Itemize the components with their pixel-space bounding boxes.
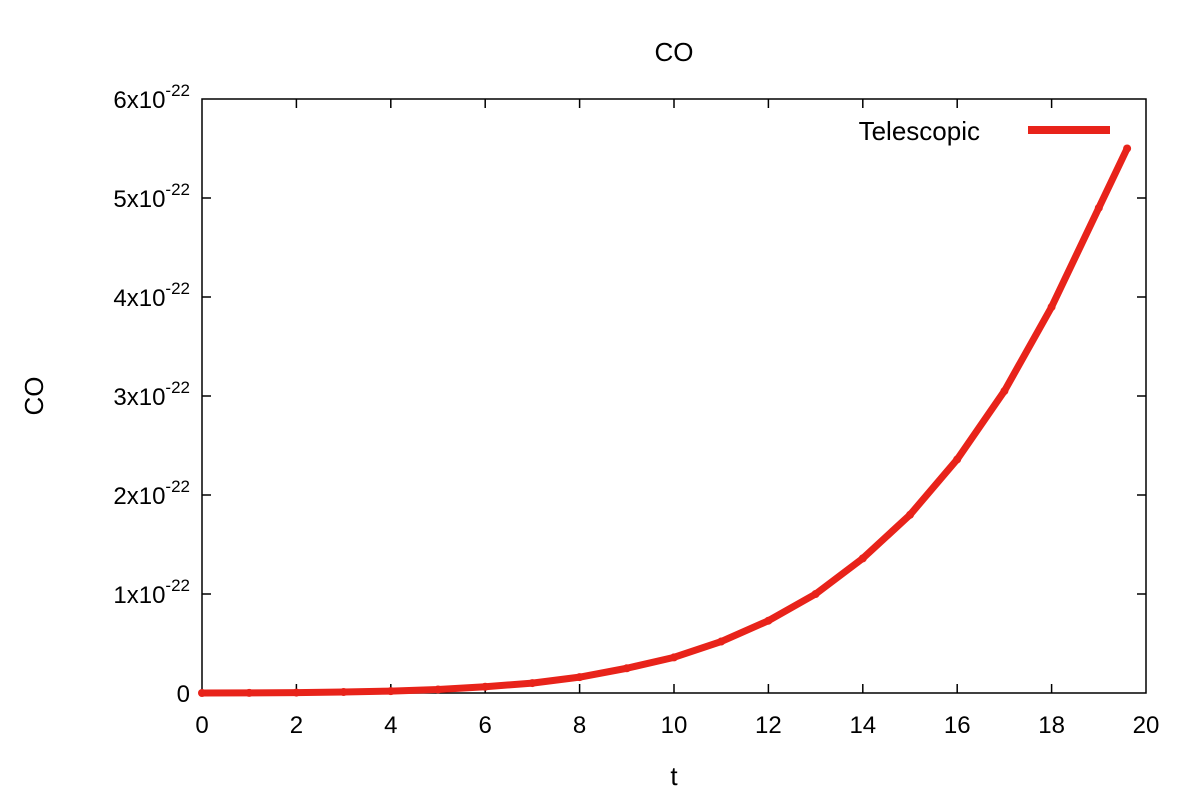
y-tick-base: x10 bbox=[127, 582, 166, 609]
data-point bbox=[764, 616, 773, 625]
y-tick-mantissa: 4 bbox=[113, 285, 126, 312]
y-tick-exponent: -22 bbox=[165, 279, 190, 298]
y-tick-exponent: -22 bbox=[165, 576, 190, 595]
x-axis-label: t bbox=[670, 761, 678, 791]
data-point bbox=[858, 554, 867, 563]
x-tick-label: 16 bbox=[944, 712, 971, 739]
data-point bbox=[386, 687, 395, 696]
y-tick-label: 5x10-22 bbox=[113, 180, 190, 213]
x-tick-label: 2 bbox=[290, 712, 303, 739]
y-tick-label: 3x10-22 bbox=[113, 378, 190, 411]
y-tick-base: x10 bbox=[127, 483, 166, 510]
y-axis-label: CO bbox=[19, 377, 49, 416]
data-point bbox=[434, 685, 442, 694]
data-point bbox=[1123, 144, 1132, 153]
y-tick-base: x10 bbox=[127, 87, 166, 114]
chart-title: CO bbox=[655, 37, 694, 67]
series-layer bbox=[198, 144, 1132, 697]
data-point bbox=[811, 590, 820, 598]
data-point bbox=[245, 688, 254, 697]
x-tick-label: 0 bbox=[195, 712, 208, 739]
data-point bbox=[906, 510, 914, 519]
y-tick-exponent: -22 bbox=[165, 378, 190, 397]
y-tick-exponent: -22 bbox=[165, 180, 190, 199]
data-point bbox=[481, 682, 490, 691]
legend-label: Telescopic bbox=[859, 116, 980, 146]
y-tick-exponent: -22 bbox=[165, 81, 190, 100]
y-tick-label: 0 bbox=[177, 681, 190, 708]
y-tick-label: 4x10-22 bbox=[113, 279, 190, 312]
data-point bbox=[717, 637, 726, 646]
y-tick-mantissa: 3 bbox=[113, 384, 126, 411]
y-tick-mantissa: 1 bbox=[113, 582, 126, 609]
data-point bbox=[1047, 302, 1056, 311]
x-axis: 0 2 4 6 8 10 12 14 16 18 20 bbox=[195, 99, 1159, 739]
y-tick-exponent: -22 bbox=[165, 477, 190, 496]
data-point bbox=[1000, 387, 1009, 396]
data-point bbox=[622, 664, 631, 673]
y-tick-label: 1x10-22 bbox=[113, 576, 190, 609]
y-axis: 01x10-222x10-223x10-224x10-225x10-226x10… bbox=[113, 81, 1146, 708]
y-tick-mantissa: 6 bbox=[113, 87, 126, 114]
y-tick-mantissa: 5 bbox=[113, 186, 126, 213]
data-point bbox=[528, 679, 537, 688]
y-tick-label: 2x10-22 bbox=[113, 477, 190, 510]
y-tick-label: 6x10-22 bbox=[113, 81, 190, 114]
x-tick-label: 20 bbox=[1133, 712, 1160, 739]
y-tick-mantissa: 0 bbox=[177, 681, 190, 708]
data-point bbox=[292, 688, 301, 697]
data-point bbox=[670, 653, 678, 662]
x-tick-label: 18 bbox=[1038, 712, 1065, 739]
y-tick-mantissa: 2 bbox=[113, 483, 126, 510]
x-tick-label: 6 bbox=[479, 712, 492, 739]
x-tick-label: 14 bbox=[849, 712, 876, 739]
data-point bbox=[953, 455, 962, 464]
legend: Telescopic bbox=[859, 116, 1110, 146]
y-tick-base: x10 bbox=[127, 186, 166, 213]
data-point bbox=[198, 689, 206, 697]
x-tick-label: 10 bbox=[661, 712, 688, 739]
series-line-0 bbox=[198, 145, 1131, 697]
x-tick-label: 12 bbox=[755, 712, 782, 739]
y-tick-base: x10 bbox=[127, 384, 166, 411]
y-tick-base: x10 bbox=[127, 285, 166, 312]
data-point bbox=[1094, 203, 1103, 212]
data-point bbox=[339, 688, 348, 697]
data-point bbox=[575, 673, 584, 682]
x-tick-label: 8 bbox=[573, 712, 586, 739]
x-tick-label: 4 bbox=[384, 712, 397, 739]
